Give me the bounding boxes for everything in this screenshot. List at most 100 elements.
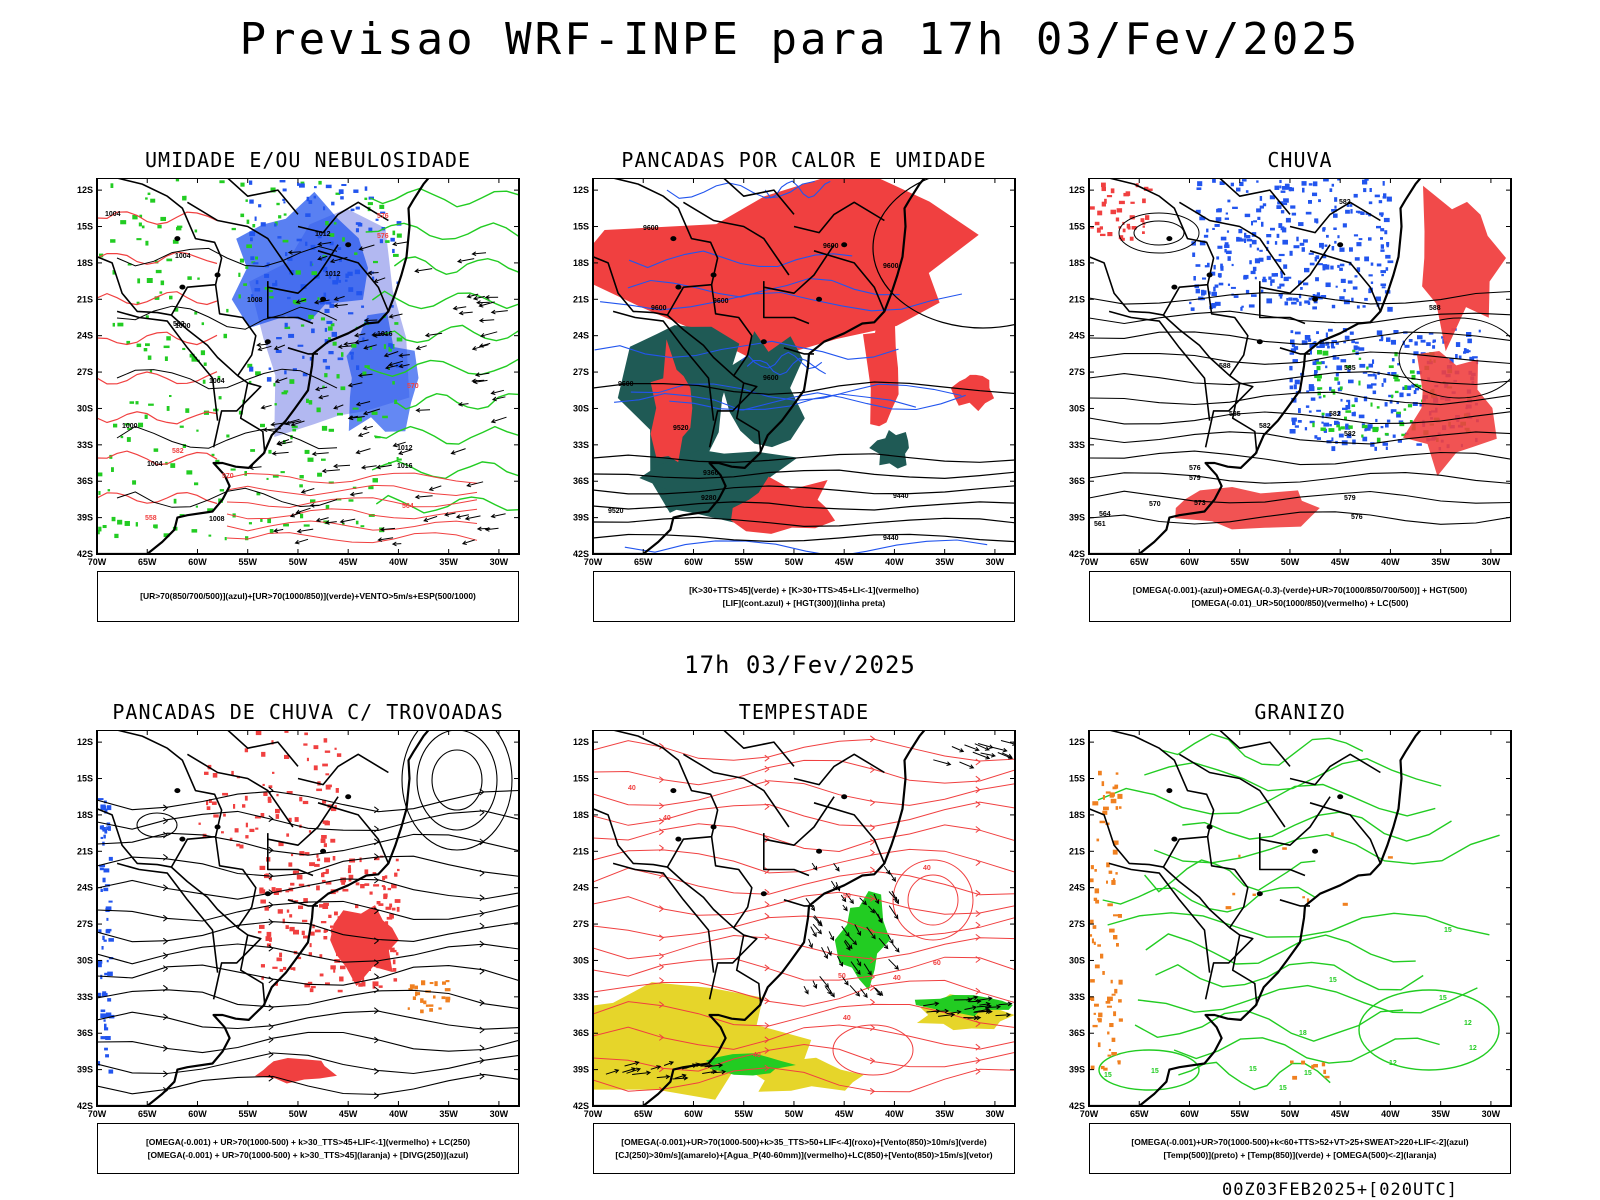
flow-arrowhead [764, 912, 770, 920]
streamline [431, 749, 483, 811]
legend-line: [OMEGA(-0.001) + UR>70(1000-500) + k>30_… [147, 1149, 469, 1160]
country-border [1259, 833, 1306, 877]
contour-label: 40 [628, 785, 636, 792]
thunderstorm-area [330, 905, 399, 987]
flow-arrowhead [764, 765, 770, 773]
latitude-label: 36S [573, 1028, 589, 1038]
country-border [170, 836, 257, 929]
wind-850-area [705, 1053, 796, 1076]
wind-850-area [914, 995, 1013, 1017]
contour-label: 576 [1189, 465, 1201, 472]
latitude-label: 12S [77, 737, 93, 747]
country-border [612, 862, 715, 973]
streamline-850 [832, 1024, 914, 1076]
latitude-label: 36S [77, 476, 93, 486]
temperature-850-contour [1155, 961, 1424, 991]
contour-label: 588 [1219, 363, 1231, 370]
contour-label: 558 [145, 515, 157, 522]
flow-arrowhead [268, 815, 274, 823]
flow-arrowhead [659, 1065, 665, 1073]
longitude-label: 30W [490, 557, 509, 567]
longitude-label: 35W [1431, 557, 1450, 567]
latitude-label: 30S [77, 955, 93, 965]
flow-arrowhead [374, 986, 380, 994]
humidity-highlevel-area [346, 312, 419, 432]
flow-arrowhead [659, 802, 665, 810]
flow-arrowhead [975, 934, 981, 941]
contour-label: 582 [173, 321, 185, 328]
latitude-label: 42S [573, 1101, 589, 1111]
wind-vectors [248, 241, 508, 547]
country-border [612, 310, 715, 421]
humidity-highlevel-area [249, 180, 402, 382]
country-border [1259, 281, 1306, 325]
divergence-area [97, 798, 115, 1074]
flow-arrowhead [975, 775, 981, 783]
height-500hpa-contour [1089, 472, 1511, 485]
latitude-label: 24S [1069, 883, 1085, 893]
latitude-label: 24S [573, 331, 589, 341]
height-500hpa-contour [1089, 511, 1511, 525]
contour-label: 1004 [175, 253, 191, 260]
flow-arrowhead [659, 934, 665, 942]
latitude-label: 12S [77, 185, 93, 195]
lake-marker [1206, 824, 1213, 830]
contour-label: 1008 [209, 516, 225, 523]
temperature-850-contour [1145, 933, 1416, 965]
longitude-label: 45W [835, 557, 854, 567]
country-border [1279, 347, 1310, 355]
contour-label: 40 [923, 865, 931, 872]
longitude-label: 40W [885, 1109, 904, 1119]
height-500hpa-contour [1089, 450, 1511, 466]
humidity-contour [374, 425, 519, 445]
contour-label: 1004 [147, 461, 163, 468]
lake-marker [816, 848, 823, 854]
flow-arrowhead [975, 1020, 981, 1028]
mid-title: 17h 03/Fev/2025 [684, 651, 916, 679]
lake-marker [760, 339, 767, 345]
lake-marker [710, 824, 717, 830]
legend-line: [UR>70(850/700/500)](azul)+[UR>70(1000/8… [140, 591, 476, 601]
lifted-index-contour [666, 180, 815, 199]
height-500hpa-contour [1089, 371, 1511, 386]
thickness-contour [226, 508, 478, 520]
country-border [783, 347, 814, 355]
country-border [297, 753, 389, 786]
temperature-850-contour [1107, 912, 1490, 938]
longitude-label: 70W [1080, 1109, 1099, 1119]
longitude-label: 30W [490, 1109, 509, 1119]
flow-arrowhead [374, 959, 380, 967]
thickness-contour [226, 497, 478, 509]
longitude-label: 65W [1130, 557, 1149, 567]
latitude-label: 18S [1069, 810, 1085, 820]
country-border [287, 347, 318, 355]
longitude-label: 65W [1130, 1109, 1149, 1119]
flow-arrowhead [268, 918, 274, 926]
height-300hpa-contour [593, 453, 1015, 464]
contour-label: 15 [1439, 995, 1447, 1002]
flow-arrowhead [764, 964, 770, 972]
flow-arrowhead [764, 1047, 770, 1054]
streamline-850 [593, 979, 1015, 1007]
contour-label: 15 [1444, 927, 1452, 934]
contour-label: 1012 [315, 231, 331, 238]
latitude-label: 36S [77, 1028, 93, 1038]
flow-arrowhead [870, 1057, 876, 1065]
country-border [1231, 382, 1258, 454]
precipitable-water-contour [892, 859, 974, 941]
latitude-label: 33S [1069, 992, 1085, 1002]
flow-arrowhead [163, 965, 169, 972]
flow-arrowhead [163, 984, 169, 992]
flow-arrowhead [374, 907, 380, 915]
latitude-label: 18S [573, 258, 589, 268]
lake-marker [675, 836, 682, 842]
flow-arrowhead [870, 824, 876, 832]
thickness-contour [97, 291, 218, 306]
streamline-850 [593, 801, 1015, 827]
country-border [1279, 899, 1310, 907]
lake-marker [1312, 296, 1319, 302]
low-level-humidity-area [1403, 351, 1497, 476]
country-border [1309, 802, 1382, 864]
longitude-label: 30W [986, 557, 1005, 567]
thickness-contour [226, 472, 478, 484]
